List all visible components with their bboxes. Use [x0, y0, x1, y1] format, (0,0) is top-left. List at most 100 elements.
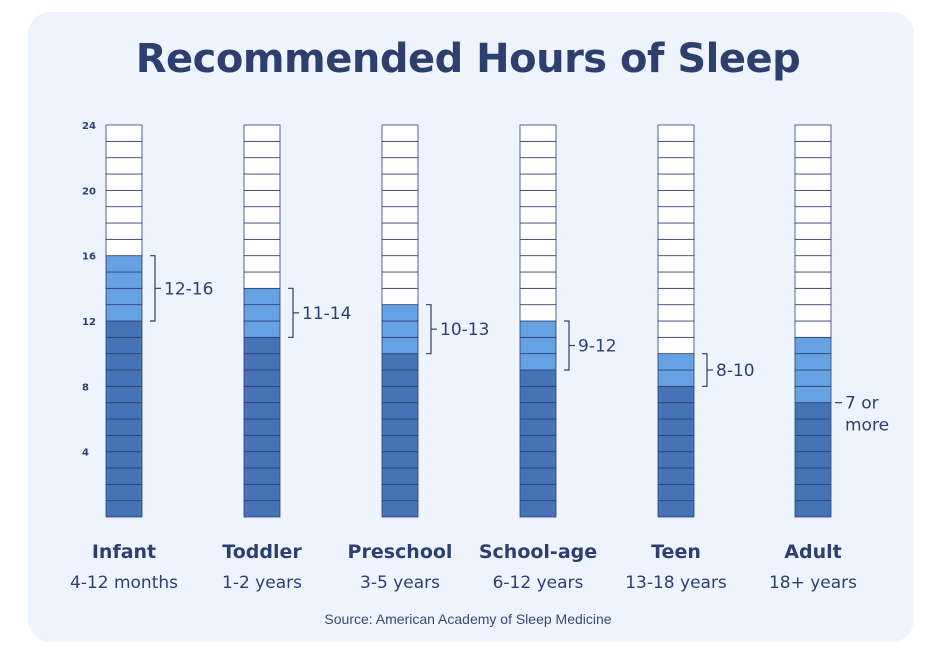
y-tick-label: 24 [82, 121, 96, 132]
bar-cell [243, 238, 281, 257]
bar-cell [381, 402, 419, 420]
bar-cell [519, 222, 557, 240]
range-label: 11-14 [302, 304, 351, 324]
bar-cell [794, 287, 832, 306]
bar-cell [105, 483, 143, 502]
y-tick-label: 8 [82, 382, 89, 393]
bar-cell [243, 353, 281, 371]
bar-cell [794, 140, 832, 159]
bar-cell [794, 483, 832, 502]
bar-cell [657, 353, 695, 371]
bar-cell [794, 304, 832, 322]
category-label: School-age [479, 541, 597, 563]
bar-cell [381, 140, 419, 159]
bar-cell [243, 500, 281, 518]
bar-cell [381, 434, 419, 453]
bar-cell [243, 320, 281, 338]
bar-cell [381, 467, 419, 485]
bar-cell [519, 304, 557, 322]
bar-cell [243, 336, 281, 355]
bar-cell [105, 189, 143, 208]
bar-cell [243, 206, 281, 224]
bar-cell [657, 434, 695, 453]
category-label: Adult [784, 541, 841, 563]
bar-cell [657, 157, 695, 175]
range-label: 10-13 [440, 320, 489, 340]
bar-cell [519, 238, 557, 257]
category-label: Infant [92, 541, 156, 563]
bar-cell [657, 287, 695, 306]
bar-cell [105, 500, 143, 518]
category-age-label: 4-12 months [70, 573, 178, 593]
bar-cell [381, 451, 419, 469]
bar-cell [105, 304, 143, 322]
bar-cell [105, 369, 143, 387]
bar-cell [105, 385, 143, 404]
bar-cell [657, 140, 695, 159]
bar-cell [519, 353, 557, 371]
bar-cell [519, 206, 557, 224]
bar-cell [381, 206, 419, 224]
bar-cell [794, 500, 832, 518]
y-tick-label: 20 [82, 186, 96, 197]
bar-cell [657, 173, 695, 191]
range-bracket [426, 304, 432, 355]
category-label: Teen [651, 541, 701, 563]
bar-cell [657, 238, 695, 257]
bar-cell [657, 467, 695, 485]
bar-cell [105, 157, 143, 175]
bar-cell [657, 402, 695, 420]
bar-cell [381, 369, 419, 387]
range-label: 7 or [845, 394, 879, 414]
bar-cell [519, 434, 557, 453]
bar-cell [794, 385, 832, 404]
bar-cell [519, 418, 557, 436]
bar-cell [519, 369, 557, 387]
bar-cell [794, 157, 832, 175]
bar-cell [519, 287, 557, 306]
category-age-label: 6-12 years [493, 573, 584, 593]
range-bracket [288, 287, 294, 338]
category-age-label: 18+ years [769, 573, 857, 593]
y-tick-label: 4 [82, 448, 89, 459]
bar-cell [794, 255, 832, 273]
bar-cell [105, 287, 143, 306]
bar-cell [519, 189, 557, 208]
range-bracket [150, 255, 156, 322]
bar-cell [243, 385, 281, 404]
bar-cell [657, 451, 695, 469]
bar-cell [243, 369, 281, 387]
bar-cell [657, 320, 695, 338]
bar-cell [519, 385, 557, 404]
bar-cell [105, 140, 143, 159]
bar-cell [794, 320, 832, 338]
bar-cell [794, 206, 832, 224]
bar-cell [105, 238, 143, 257]
bar-cell [794, 434, 832, 453]
bar-cell [105, 206, 143, 224]
bar-cell [794, 238, 832, 257]
bar-cell [794, 336, 832, 355]
category-label: Toddler [222, 541, 302, 563]
bar-cell [243, 451, 281, 469]
bar-cell [657, 206, 695, 224]
bar-cell [794, 222, 832, 240]
bar-cell [381, 353, 419, 371]
range-label: 9-12 [578, 337, 617, 357]
range-label: 12-16 [164, 279, 213, 299]
bar-cell [243, 467, 281, 485]
bar-cell [794, 369, 832, 387]
bar-cell [381, 336, 419, 355]
bar-cell [243, 124, 281, 142]
bar-cell [657, 271, 695, 289]
bar-cell [381, 238, 419, 257]
bar-cell [243, 157, 281, 175]
bar-cell [519, 336, 557, 355]
bar-cell [519, 402, 557, 420]
bar-cell [657, 189, 695, 208]
bar-cell [657, 124, 695, 142]
range-label: 8-10 [716, 361, 755, 381]
bar-cell [105, 320, 143, 338]
bar-cell [657, 483, 695, 502]
